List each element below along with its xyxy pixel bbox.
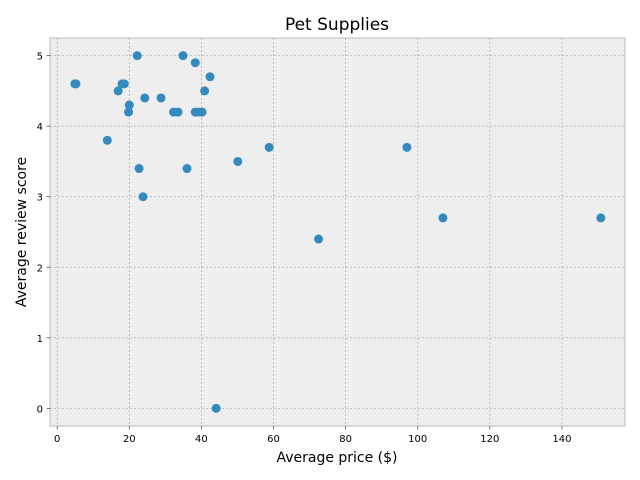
y-axis-ticks: 0 1 2 3 4 5 [37, 52, 50, 415]
data-point [124, 107, 134, 117]
x-tick-label: 0 [54, 434, 60, 445]
data-point [138, 192, 148, 202]
data-point [134, 164, 144, 174]
data-point [173, 107, 183, 117]
y-tick-label: 5 [37, 52, 43, 63]
data-point [182, 164, 192, 174]
data-point [113, 86, 123, 96]
data-points [70, 51, 606, 413]
data-point [314, 234, 324, 244]
y-tick-label: 1 [37, 334, 43, 345]
data-point [190, 58, 200, 68]
data-point [205, 72, 215, 82]
data-point [156, 93, 166, 103]
data-point [71, 79, 81, 89]
x-tick-label: 40 [195, 434, 208, 445]
data-point [124, 100, 134, 110]
x-tick-label: 20 [123, 434, 136, 445]
data-point [200, 86, 210, 96]
x-tick-label: 60 [267, 434, 280, 445]
data-point [211, 403, 221, 413]
data-point [264, 142, 274, 152]
data-point [197, 107, 207, 117]
y-tick-label: 4 [37, 122, 43, 133]
x-tick-label: 100 [408, 434, 427, 445]
x-axis-ticks: 0 20 40 60 80 100 120 140 [54, 426, 571, 445]
data-point [438, 213, 448, 223]
y-tick-label: 0 [37, 404, 43, 415]
plot-area [49, 37, 626, 427]
x-tick-label: 140 [552, 434, 571, 445]
x-tick-label: 80 [339, 434, 352, 445]
data-point [402, 142, 412, 152]
y-tick-label: 3 [37, 193, 43, 204]
data-point [596, 213, 606, 223]
data-point [102, 135, 112, 145]
data-point [132, 51, 142, 61]
data-point [233, 156, 243, 166]
data-point [119, 79, 129, 89]
chart-title: Pet Supplies [285, 15, 389, 35]
y-axis-label: Average review score [14, 157, 30, 307]
y-tick-label: 2 [37, 263, 43, 274]
data-point [178, 51, 188, 61]
x-axis-label: Average price ($) [276, 450, 397, 466]
x-tick-label: 120 [480, 434, 499, 445]
data-point [140, 93, 150, 103]
